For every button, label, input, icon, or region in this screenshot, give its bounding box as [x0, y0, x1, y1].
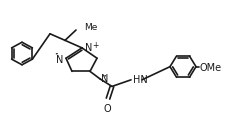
Text: N: N [101, 73, 108, 83]
Text: +: + [92, 40, 98, 49]
Text: HN: HN [133, 74, 148, 84]
Text: Me: Me [84, 23, 97, 31]
Text: OMe: OMe [200, 62, 222, 72]
Text: O: O [103, 103, 111, 113]
Text: N: N [56, 55, 63, 65]
Text: N: N [85, 43, 92, 52]
